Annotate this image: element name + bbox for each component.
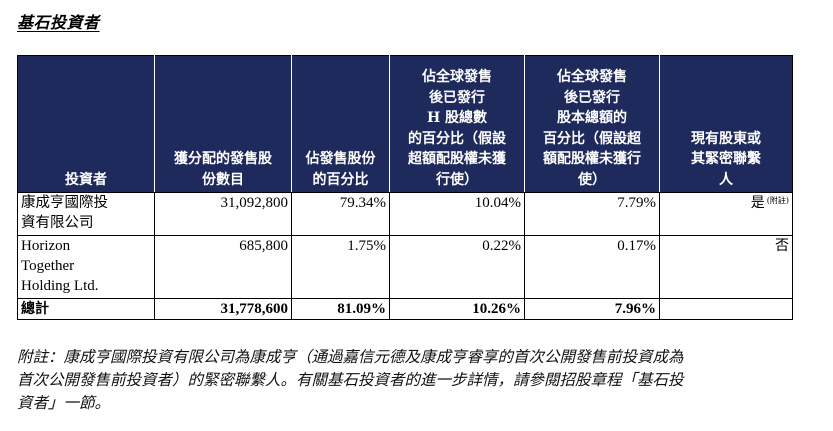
- table-header-row: 投資者 獲分配的發售股 份數目 佔發售股份 的百分比 佔全球發售 後已發行 H …: [17, 55, 793, 193]
- pct-total-capital-cell: 0.17%: [524, 235, 660, 299]
- table-row: Horizon Together Holding Ltd. 685,800 1.…: [17, 235, 793, 299]
- table-total-row: 總計 31,778,600 81.09% 10.26% 7.96%: [17, 298, 793, 320]
- header-pct-total-capital: 佔全球發售 後已發行 股本總額的 百分比（假設超 額配股權未獲行 使）: [524, 55, 660, 193]
- total-pct-h-shares: 10.26%: [389, 298, 525, 320]
- header-pct-h-shares: 佔全球發售 後已發行 H 股總數 的百分比（假設 超額配股權未獲 行使）: [389, 55, 525, 193]
- investor-name: 康成亨國際投 資有限公司: [17, 192, 155, 236]
- shares-allocated-cell: 685,800: [154, 235, 292, 299]
- total-shares-allocated: 31,778,600: [154, 298, 292, 320]
- header-pct-offer-shares: 佔發售股份 的百分比: [291, 55, 390, 193]
- total-label: 總計: [17, 298, 155, 320]
- table-row: 康成亨國際投 資有限公司 31,092,800 79.34% 10.04% 7.…: [17, 192, 793, 236]
- connected-person-cell: 否: [659, 235, 793, 299]
- connected-person-cell: 是 (附註): [659, 192, 793, 236]
- footnote-line: 附註：康成亨國際投資有限公司為康成亨（通過嘉信元德及康成亨睿享的首次公開發售前投…: [17, 348, 684, 366]
- pct-offer-shares-cell: 79.34%: [291, 192, 390, 236]
- pct-offer-shares-cell: 1.75%: [291, 235, 390, 299]
- footnote-line: 首次公開發售前投資者）的緊密聯繫人。有關基石投資者的進一步詳情，請參閱招股章程「…: [17, 371, 684, 389]
- footnote-line: 資者」一節。: [17, 394, 111, 412]
- section-title: 基石投資者: [17, 13, 100, 32]
- pct-total-capital-cell: 7.79%: [524, 192, 660, 236]
- header-connected-person: 現有股東或 其緊密聯繫 人: [659, 55, 793, 193]
- header-investor: 投資者: [17, 55, 155, 193]
- total-pct-total-capital: 7.96%: [524, 298, 660, 320]
- total-connected-cell: [659, 298, 793, 320]
- investor-name: Horizon Together Holding Ltd.: [17, 235, 155, 299]
- pct-h-shares-cell: 0.22%: [389, 235, 525, 299]
- pct-h-shares-cell: 10.04%: [389, 192, 525, 236]
- total-pct-offer-shares: 81.09%: [291, 298, 390, 320]
- footnote: 附註：康成亨國際投資有限公司為康成亨（通過嘉信元德及康成亨睿享的首次公開發售前投…: [17, 346, 807, 415]
- header-shares-allocated: 獲分配的發售股 份數目: [154, 55, 292, 193]
- cornerstone-investors-table: 投資者 獲分配的發售股 份數目 佔發售股份 的百分比 佔全球發售 後已發行 H …: [17, 55, 793, 320]
- footnote-marker: (附註): [766, 196, 789, 205]
- shares-allocated-cell: 31,092,800: [154, 192, 292, 236]
